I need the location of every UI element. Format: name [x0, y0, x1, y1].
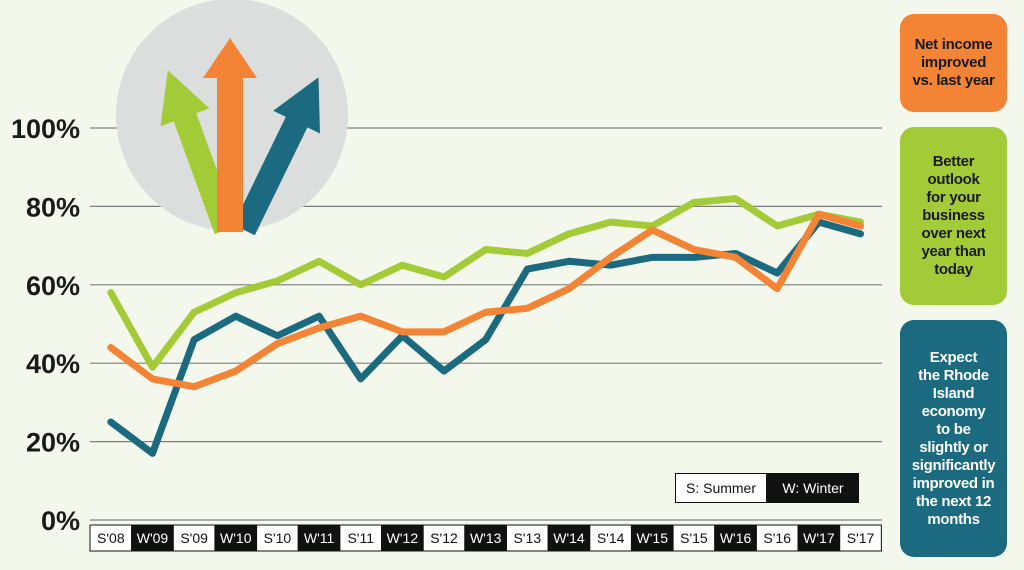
legend-line: the Rhode	[918, 366, 989, 384]
x-tick-cell	[339, 524, 383, 552]
x-tick-cell	[297, 524, 341, 552]
x-tick-label: W'09	[137, 530, 169, 546]
x-tick-label: W'17	[803, 530, 835, 546]
y-tick-label: 0%	[41, 506, 80, 536]
legend-line: Expect	[929, 348, 978, 366]
x-tick-label: S'09	[180, 530, 208, 546]
x-tick-cell	[630, 524, 674, 552]
series-lines	[107, 195, 865, 457]
y-tick-label: 40%	[26, 349, 80, 379]
legend-better-outlook: Better outlook for your business over ne…	[900, 127, 1007, 305]
x-tick-label: W'10	[220, 530, 252, 546]
x-tick-label: S'12	[430, 530, 458, 546]
legend-line: improved	[920, 54, 987, 71]
series-line-1	[107, 218, 865, 457]
x-tick-cell	[381, 524, 424, 552]
legend-line: today	[934, 261, 973, 278]
legend-line: significantly	[911, 456, 996, 474]
x-tick-cell	[839, 524, 882, 552]
blue-arrow-icon	[233, 77, 320, 236]
series-line-2	[107, 210, 865, 391]
x-tick-cell	[755, 524, 799, 552]
x-tick-label: S'13	[514, 530, 542, 546]
x-tick-label: W'16	[720, 530, 752, 546]
series-line-0	[107, 195, 865, 371]
legend-line: the next 12	[915, 492, 992, 510]
legend-line: months	[927, 510, 980, 528]
x-tick-cell	[506, 524, 549, 552]
x-tick-label: S'10	[264, 530, 292, 546]
y-tick-label: 20%	[26, 428, 80, 458]
y-tick-label: 100%	[11, 114, 80, 144]
x-tick-cell	[89, 524, 133, 552]
key-summer: S: Summer	[675, 473, 767, 503]
x-tick-label: S'14	[597, 530, 625, 546]
legend-line: Island	[932, 384, 975, 402]
y-tick-label: 80%	[26, 192, 80, 222]
x-tick-label: S'08	[97, 530, 125, 546]
y-tick-label: 60%	[26, 271, 80, 301]
legend-line: Net income	[914, 36, 993, 53]
x-tick-label: W'15	[637, 530, 669, 546]
legend-line: outlook	[927, 171, 980, 188]
x-tick-label: S'11	[347, 530, 374, 546]
legend-line: Better	[932, 153, 975, 170]
x-tick-cell	[422, 524, 466, 552]
legend-line: business	[922, 207, 985, 224]
key-winter: W: Winter	[767, 473, 859, 503]
x-tick-cell	[464, 524, 508, 552]
x-tick-label: W'12	[387, 530, 419, 546]
x-tick-label: S'17	[847, 530, 875, 546]
legend-line: for your	[926, 189, 981, 206]
legend-line: to be	[936, 420, 971, 438]
y-axis-ticks: 0% 20% 40% 60% 80% 100%	[11, 114, 80, 536]
legend-ri-economy: Expect the Rhode Island economy to be sl…	[900, 320, 1007, 557]
x-tick-cell	[214, 524, 258, 552]
x-axis: S'08 W'09 S'09 W'10 S'10 W'11 S'11 W'12 S'12 W'13…	[89, 524, 882, 552]
x-tick-cell	[797, 524, 841, 552]
legend-line: improved in	[912, 474, 995, 492]
x-tick-label: S'15	[680, 530, 708, 546]
x-tick-label: S'16	[763, 530, 791, 546]
arrows-logo	[116, 0, 348, 236]
legend-line: slightly or	[919, 438, 988, 456]
x-tick-cell	[589, 524, 632, 552]
x-tick-label: W'11	[304, 530, 335, 546]
legend-line: over next	[921, 225, 986, 242]
legend-line: vs. last year	[912, 72, 995, 89]
legend-line: year than	[921, 243, 986, 260]
legend-net-income: Net income improved vs. last year	[900, 14, 1007, 112]
legend-line: economy	[921, 402, 986, 420]
x-tick-cell	[256, 524, 299, 552]
x-tick-label: W'13	[470, 530, 502, 546]
x-tick-label: W'14	[553, 530, 585, 546]
x-tick-cell	[547, 524, 591, 552]
orange-arrow-icon	[203, 38, 257, 232]
